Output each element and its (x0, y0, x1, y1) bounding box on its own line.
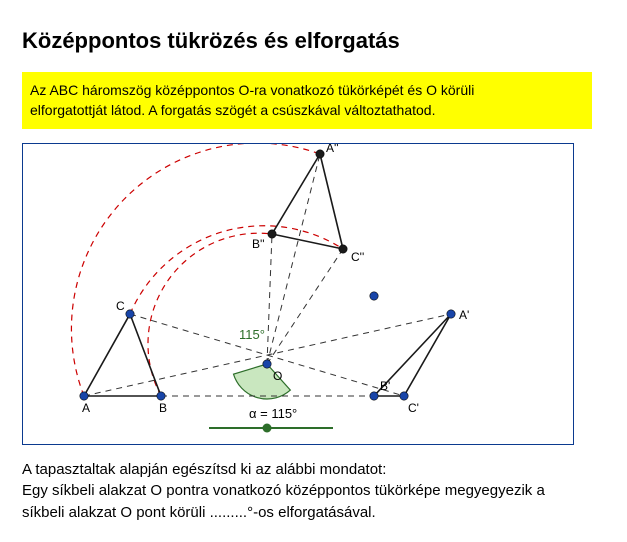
point-label: O (273, 369, 282, 383)
alpha-slider-knob[interactable] (263, 423, 272, 432)
point-label: A' (459, 308, 469, 322)
point-A[interactable] (80, 391, 88, 399)
angle-label: 115° (239, 327, 265, 342)
point-C''[interactable] (339, 244, 347, 252)
point-label: B'' (252, 237, 265, 251)
alpha-slider-label: α = 115° (249, 406, 297, 421)
footer-line1: A tapasztaltak alapján egészítsd ki az a… (22, 461, 386, 478)
point-label: C (116, 299, 125, 313)
point-B[interactable] (157, 391, 165, 399)
page-title: Középpontos tükrözés és elforgatás (22, 28, 605, 54)
point-label: A (82, 401, 90, 415)
point-B'[interactable] (370, 391, 378, 399)
footer-line3: síkbeli alakzat O pont körüli .........°… (22, 504, 376, 521)
point-C'[interactable] (400, 391, 408, 399)
footer-text: A tapasztaltak alapján egészítsd ki az a… (22, 459, 602, 524)
point-label: B (159, 401, 167, 415)
instruction-box: Az ABC háromszög középpontos O-ra vonatk… (22, 72, 592, 129)
instruction-line1: Az ABC háromszög középpontos O-ra vonatk… (30, 82, 474, 98)
point-A''[interactable] (316, 149, 324, 157)
rotation-ray (267, 154, 320, 364)
footer-line2: Egy síkbeli alakzat O pontra vonatkozó k… (22, 482, 545, 499)
point-label: C' (408, 401, 419, 415)
point-O[interactable] (263, 359, 271, 367)
point-B''[interactable] (268, 229, 276, 237)
point-label: C'' (351, 250, 364, 264)
point-label: A'' (326, 144, 339, 155)
instruction-line2: elforgatottját látod. A forgatás szögét … (30, 102, 435, 118)
point-C[interactable] (126, 309, 134, 317)
figure-svg: 115° A B C O A' B' C' A'' B'' C'' α = 115° (23, 144, 573, 444)
rotation-ray (267, 249, 343, 364)
point-A'[interactable] (447, 309, 455, 317)
rotation-arc (71, 144, 320, 396)
point-label: B' (380, 379, 390, 393)
rotation-ray (267, 234, 272, 364)
rotation-arc (130, 225, 343, 313)
point-Bp-top[interactable] (370, 291, 378, 299)
geometry-figure: 115° A B C O A' B' C' A'' B'' C'' α = 115° (22, 143, 574, 445)
